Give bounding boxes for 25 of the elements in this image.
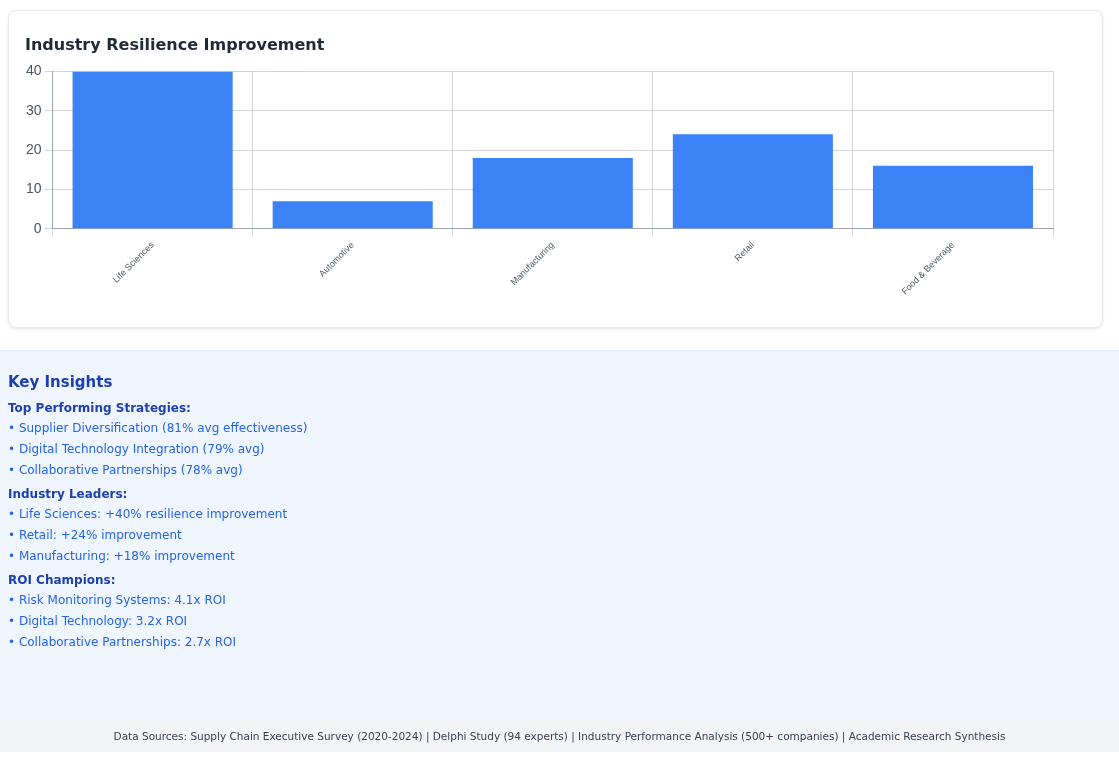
text: • Digital Technology: 3.2x ROI: [8, 614, 189, 628]
y-tick-label: 10: [25, 180, 42, 197]
text: • Retail: +24% improvement: [8, 528, 183, 542]
chart-title: Industry Resilience Improvement: [25, 35, 326, 54]
text: • Life Sciences: +40% resilience improvement: [8, 507, 289, 521]
text: • Risk Monitoring Systems: 4.1x ROI: [8, 593, 227, 607]
y-tick-label: 0: [33, 219, 42, 236]
text: Top Performing Strategies:: [8, 401, 192, 415]
bar: [272, 201, 433, 229]
text: Key Insights: [8, 373, 114, 391]
text: ROI Champions:: [8, 573, 117, 587]
y-tick-label: 40: [25, 62, 42, 79]
text: • Collaborative Partnerships (78% avg): [8, 463, 244, 477]
text: • Collaborative Partnerships: 2.7x ROI: [8, 635, 238, 649]
y-tick-label: 20: [25, 140, 42, 157]
bar: [72, 71, 233, 229]
y-tick-label: 30: [25, 101, 42, 118]
bar: [472, 157, 633, 229]
text: Industry Leaders:: [8, 487, 129, 501]
text: Data Sources: Supply Chain Executive Survey (2020-2024) | Delphi Study (94 experts) | Industry Performance Analysis (500+ companies) | Academic Research Synthesis: [0, 720, 1119, 752]
text: • Manufacturing: +18% improvement: [8, 549, 236, 563]
bar: [672, 134, 833, 229]
text: • Supplier Diversification (81% avg effectiveness): [8, 421, 309, 435]
text: • Digital Technology Integration (79% avg): [8, 442, 266, 456]
bar: [872, 165, 1033, 229]
